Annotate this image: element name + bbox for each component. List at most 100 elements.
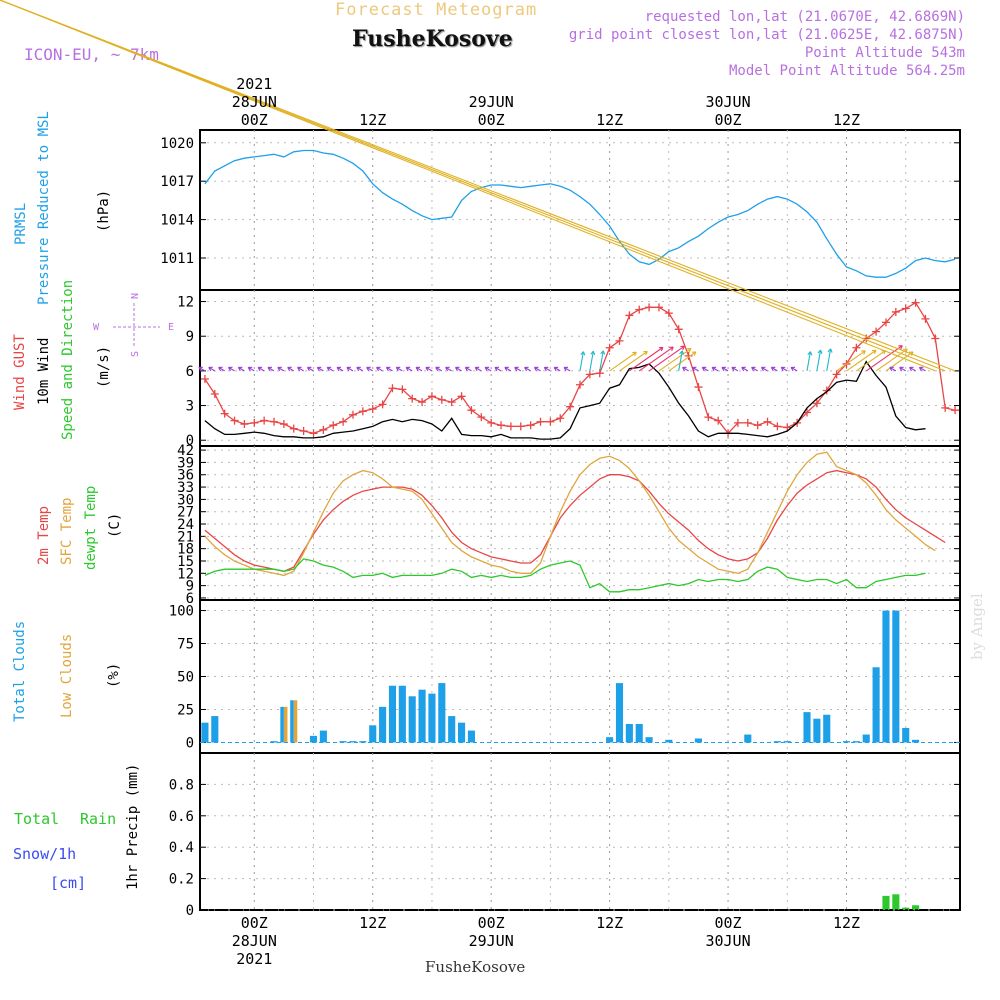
gust-marker — [931, 334, 940, 343]
gust-marker — [901, 304, 910, 313]
cloud-ytick-label: 0 — [186, 735, 194, 751]
gust-marker — [576, 380, 584, 389]
wind-label-unit: (m/s) — [96, 346, 112, 388]
compass-w-label: W — [93, 322, 100, 333]
total-cloud-bar — [783, 741, 791, 743]
gust-marker — [674, 325, 683, 334]
wind-arrowhead — [326, 366, 332, 372]
precip-label-snow: Snow/1h — [13, 845, 76, 863]
total-cloud-bar — [359, 741, 367, 743]
total-cloud-bar — [615, 683, 624, 743]
wind-arrow — [257, 366, 265, 372]
wind-arrow — [198, 366, 206, 372]
wind-arrow — [682, 366, 689, 372]
wind-arrowhead — [228, 366, 233, 372]
10m-wind-line — [204, 360, 926, 440]
precip-ytick-label: 0.4 — [169, 840, 194, 856]
gust-marker — [891, 307, 900, 316]
wind-arrow — [563, 366, 571, 372]
rain-bar — [892, 894, 900, 910]
gust-marker — [911, 298, 920, 307]
wind-arrowhead — [208, 366, 213, 372]
bottom-time-label: 30JUN — [705, 932, 750, 950]
footer-location: FusheKosove — [425, 958, 526, 976]
model-point-altitude: Model Point Altitude 564.25m — [728, 63, 965, 79]
top-time-label: 00Z — [715, 111, 742, 129]
wind-arrow — [589, 351, 594, 371]
top-time-label: 28JUN — [232, 93, 277, 111]
wind-arrowhead — [760, 366, 766, 372]
wind-arrowhead — [484, 366, 490, 372]
wind-arrowhead — [861, 350, 866, 355]
temp-ytick-label: 15 — [177, 554, 194, 570]
gust-marker — [388, 384, 397, 393]
wind-arrowhead — [871, 349, 877, 355]
total-cloud-bar — [270, 741, 278, 743]
wind-ytick-label: 6 — [186, 364, 194, 380]
gust-marker — [329, 421, 338, 430]
gust-marker — [210, 390, 219, 398]
total-cloud-bar — [349, 741, 357, 743]
gust-marker — [378, 400, 387, 409]
total-cloud-bar — [201, 722, 209, 743]
total-cloud-bar — [862, 734, 870, 743]
total-cloud-bar — [872, 667, 880, 743]
wind-arrowhead — [445, 366, 450, 372]
wind-arrowhead — [356, 366, 361, 372]
wind-arrow — [668, 351, 697, 372]
gust-marker — [299, 426, 308, 435]
wind-arrowhead — [590, 350, 596, 356]
wind-arrowhead — [464, 366, 470, 372]
wind-arrowhead — [741, 366, 746, 372]
temp-ytick-label: 30 — [177, 492, 194, 508]
wind-arrowhead — [751, 366, 756, 372]
wind-arrow — [553, 366, 561, 372]
wind-label-gust: Wind GUST — [12, 334, 28, 410]
gust-marker — [654, 303, 663, 312]
total-cloud-bar — [379, 706, 387, 743]
gust-marker — [605, 343, 614, 352]
total-cloud-bar — [813, 718, 821, 743]
wind-arrow — [711, 366, 719, 372]
wind-arrowhead — [346, 366, 351, 372]
total-cloud-bar — [280, 706, 284, 743]
wind-arrowhead — [474, 366, 480, 372]
location-title: FusheKosove — [352, 26, 513, 52]
precip-ytick-label: 0.8 — [169, 777, 194, 793]
gust-marker — [783, 423, 792, 432]
pressure-label-unit: (hPa) — [96, 190, 112, 232]
gust-marker — [506, 422, 515, 431]
gust-marker — [457, 392, 466, 401]
wind-ytick-label: 12 — [177, 295, 194, 311]
wind-arrow — [366, 366, 374, 372]
wind-arrow — [638, 346, 674, 372]
wind-arrowhead — [316, 366, 322, 372]
temp-ytick-label: 18 — [177, 542, 194, 558]
wind-arrowhead — [455, 366, 460, 372]
cloud-label-unit: (%) — [106, 663, 122, 688]
wind-arrow — [619, 350, 648, 372]
wind-arrowhead — [267, 366, 272, 372]
temp-label-dewpt: dewpt Temp — [83, 486, 99, 570]
wind-arrowhead — [425, 366, 430, 372]
rain-bar — [882, 895, 890, 910]
wind-arrowhead — [553, 366, 559, 372]
wind-arrow — [826, 348, 832, 371]
bottom-time-label: 12Z — [596, 914, 623, 932]
gust-marker — [526, 421, 535, 430]
total-cloud-bar — [438, 683, 446, 743]
gust-marker — [240, 420, 249, 429]
wind-label-speed-dir: Speed and Direction — [60, 280, 76, 440]
wind-arrow — [816, 349, 822, 371]
total-cloud-bar — [645, 737, 653, 743]
top-time-label: 29JUN — [469, 93, 514, 111]
gust-marker — [822, 386, 831, 395]
bottom-time-label: 2021 — [236, 950, 272, 968]
total-cloud-bar — [606, 737, 614, 743]
gust-marker — [872, 327, 881, 336]
wind-arrow — [494, 366, 502, 372]
wind-arrowhead — [385, 366, 391, 372]
gust-marker — [566, 402, 575, 411]
gust-marker — [437, 395, 446, 404]
compass-e-label: E — [168, 322, 174, 333]
